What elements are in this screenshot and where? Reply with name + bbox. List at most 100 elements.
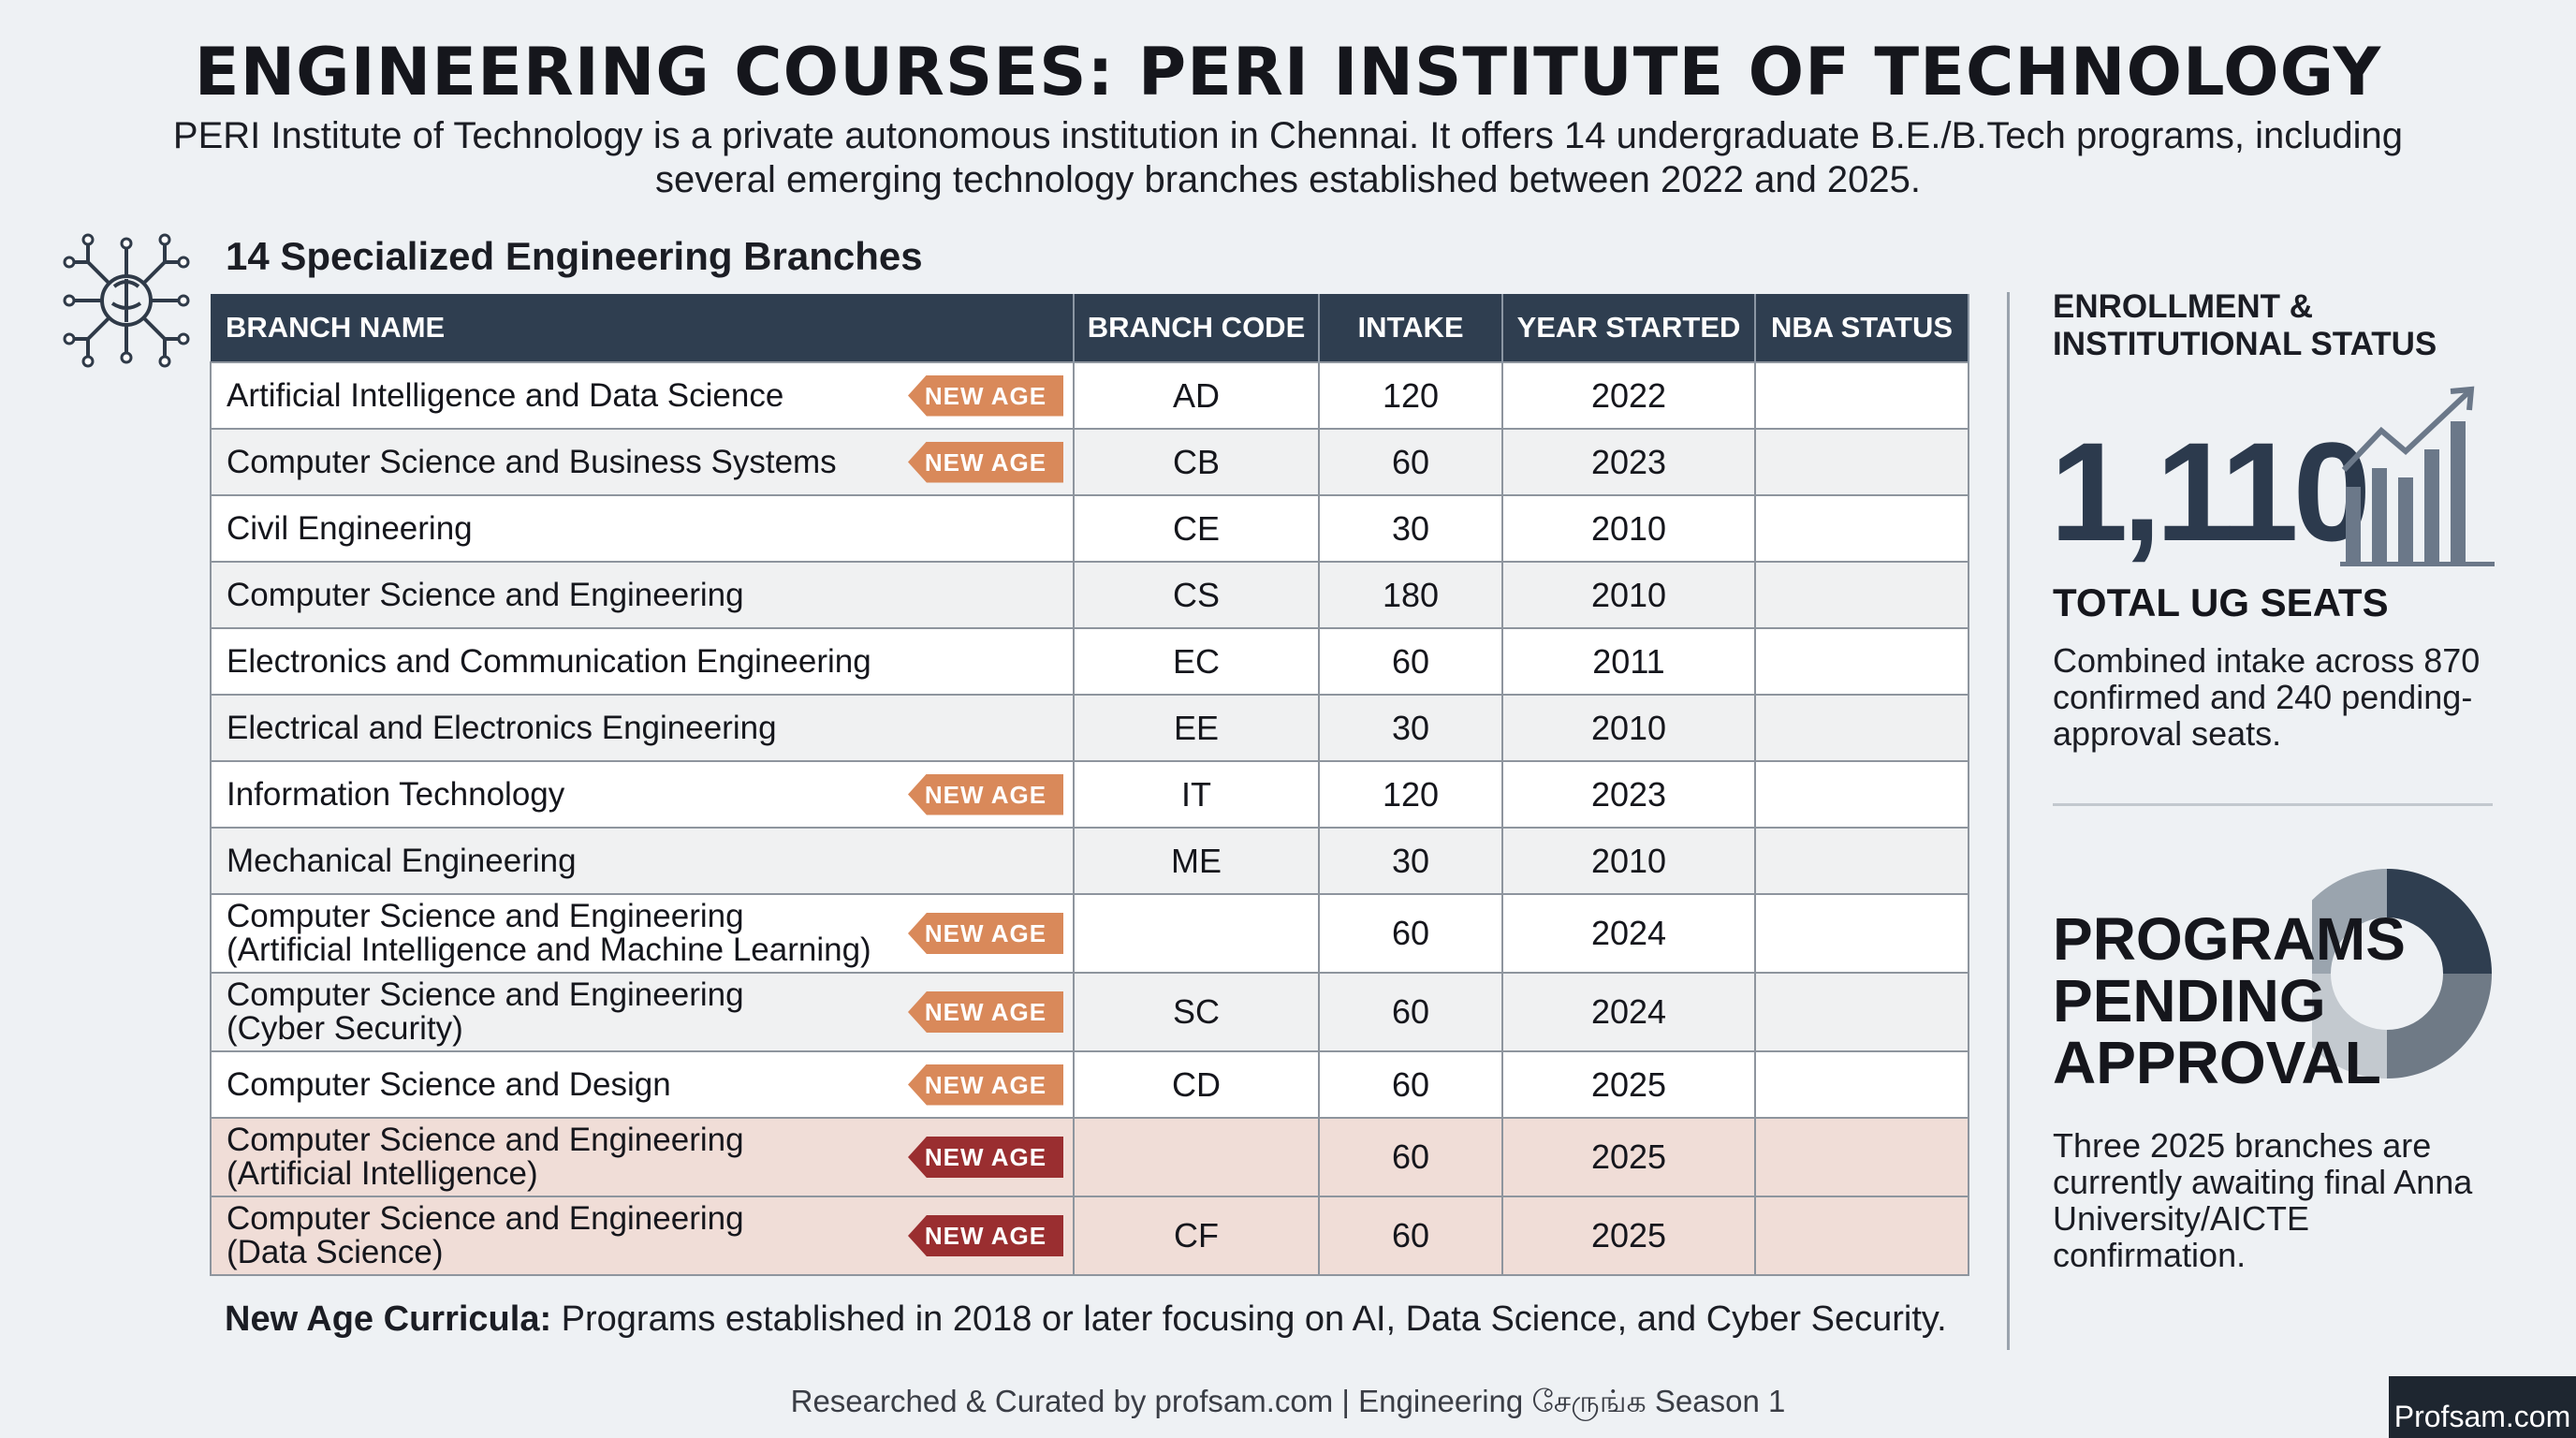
cell-branch-name: Computer Science and Engineering	[210, 561, 1075, 629]
cell-branch-code: EC	[1073, 627, 1320, 696]
cell-year-started: 2025	[1501, 1117, 1756, 1197]
new-age-badge: NEW AGE	[908, 374, 1063, 417]
page-title: ENGINEERING COURSES: PERI INSTITUTE OF T…	[194, 34, 2382, 110]
cell-year-started: 2010	[1501, 494, 1756, 563]
cell-year-started: 2025	[1501, 1050, 1756, 1119]
table-header-row: BRANCH NAME BRANCH CODE INTAKE YEAR STAR…	[211, 294, 1969, 362]
pending-approval-title: PROGRAMS PENDING APPROVAL	[2053, 905, 2406, 1096]
cell-branch-name: Electronics and Communication Engineerin…	[210, 627, 1075, 696]
branches-table: BRANCH NAME BRANCH CODE INTAKE YEAR STAR…	[210, 294, 1969, 1276]
brain-circuit-icon	[63, 233, 190, 368]
table-row: Information Technology NEW AGE IT 120 2023	[210, 760, 1969, 829]
branch-name-text: Electronics and Communication Engineerin…	[227, 642, 871, 680]
table-row: Computer Science and Engineering (Cyber …	[210, 972, 1969, 1052]
cell-intake: 60	[1318, 893, 1503, 974]
cell-nba-status	[1754, 1050, 1969, 1119]
new-age-badge: NEW AGE	[908, 991, 1063, 1033]
cell-branch-code: SC	[1073, 972, 1320, 1052]
table-row: Electrical and Electronics Engineering EE…	[210, 694, 1969, 762]
cell-branch-name: Mechanical Engineering	[210, 827, 1075, 895]
cell-branch-name: Computer Science and Engineering (Artifi…	[210, 1117, 1075, 1197]
cell-intake: 120	[1318, 760, 1503, 829]
cell-branch-code: IT	[1073, 760, 1320, 829]
credit-line: Researched & Curated by profsam.com | En…	[790, 1384, 1786, 1418]
branch-name-text: Information Technology	[227, 775, 565, 813]
cell-branch-code: CS	[1073, 561, 1320, 629]
table-row: Computer Science and Engineering (Data S…	[210, 1196, 1969, 1276]
table-row: Mechanical Engineering ME 30 2010	[210, 827, 1969, 895]
page-subtitle: PERI Institute of Technology is a privat…	[172, 115, 2404, 200]
column-header-intake: INTAKE	[1319, 294, 1503, 362]
cell-branch-code	[1073, 893, 1320, 974]
cell-branch-name: Electrical and Electronics Engineering	[210, 694, 1075, 762]
cell-year-started: 2010	[1501, 561, 1756, 629]
cell-intake: 120	[1318, 361, 1503, 430]
cell-branch-code	[1073, 1117, 1320, 1197]
table-row: Computer Science and Engineering (Artifi…	[210, 893, 1969, 974]
cell-year-started: 2011	[1501, 627, 1756, 696]
cell-nba-status	[1754, 627, 1969, 696]
cell-intake: 60	[1318, 1117, 1503, 1197]
cell-year-started: 2024	[1501, 893, 1756, 974]
total-seats-description: Combined intake across 870 confirmed and…	[2053, 641, 2481, 753]
sidebar-section-divider	[2053, 803, 2493, 806]
branch-name-text: Computer Science and Business Systems	[227, 443, 837, 480]
branch-name-text: Computer Science and Engineering (Artifi…	[227, 898, 871, 968]
cell-branch-name: Civil Engineering	[210, 494, 1075, 563]
table-row: Artificial Intelligence and Data Science…	[210, 361, 1969, 430]
cell-branch-code: CF	[1073, 1196, 1320, 1276]
new-age-badge: NEW AGE	[908, 773, 1063, 815]
cell-nba-status	[1754, 1117, 1969, 1197]
logo-text: Profsam.com	[2393, 1400, 2571, 1433]
cell-year-started: 2025	[1501, 1196, 1756, 1276]
table-row: Electronics and Communication Engineerin…	[210, 627, 1969, 696]
cell-year-started: 2023	[1501, 428, 1756, 496]
cell-intake: 180	[1318, 561, 1503, 629]
cell-year-started: 2010	[1501, 694, 1756, 762]
branch-name-text: Electrical and Electronics Engineering	[227, 709, 777, 746]
branch-name-text: Mechanical Engineering	[227, 842, 577, 879]
cell-branch-code: CD	[1073, 1050, 1320, 1119]
cell-nba-status	[1754, 561, 1969, 629]
cell-intake: 60	[1318, 428, 1503, 496]
donut-chart-icon	[2312, 869, 2492, 1078]
profsam-logo[interactable]: Profsam.com	[2389, 1376, 2576, 1438]
cell-intake: 60	[1318, 1050, 1503, 1119]
cell-branch-code: AD	[1073, 361, 1320, 430]
column-header-branch-name: BRANCH NAME	[211, 294, 1075, 362]
cell-branch-name: Information Technology NEW AGE	[210, 760, 1075, 829]
cell-branch-name: Computer Science and Business Systems NEW…	[210, 428, 1075, 496]
cell-nba-status	[1754, 494, 1969, 563]
branch-name-text: Computer Science and Design	[227, 1065, 671, 1103]
cell-branch-name: Computer Science and Engineering (Cyber …	[210, 972, 1075, 1052]
total-seats-value: 1,110	[2050, 413, 2371, 570]
table-heading: 14 Specialized Engineering Branches	[226, 234, 923, 278]
new-age-badge: NEW AGE	[908, 1215, 1063, 1256]
branch-name-text: Civil Engineering	[227, 509, 473, 547]
footnote-text: Programs established in 2018 or later fo…	[551, 1299, 1947, 1339]
cell-year-started: 2024	[1501, 972, 1756, 1052]
pending-approval-description: Three 2025 branches are currently awaiti…	[2053, 1126, 2473, 1274]
cell-intake: 60	[1318, 972, 1503, 1052]
cell-nba-status	[1754, 428, 1969, 496]
cell-branch-code: CE	[1073, 494, 1320, 563]
new-age-badge: NEW AGE	[908, 1064, 1063, 1106]
footnote: New Age Curricula: Programs established …	[225, 1299, 1947, 1340]
cell-nba-status	[1754, 893, 1969, 974]
branch-name-text: Computer Science and Engineering (Artifi…	[227, 1122, 744, 1192]
cell-nba-status	[1754, 1196, 1969, 1276]
cell-branch-code: CB	[1073, 428, 1320, 496]
branch-name-text: Computer Science and Engineering (Data S…	[227, 1200, 744, 1270]
total-seats-label: TOTAL UG SEATS	[2053, 580, 2389, 624]
cell-year-started: 2022	[1501, 361, 1756, 430]
cell-branch-name: Artificial Intelligence and Data Science…	[210, 361, 1075, 430]
cell-branch-code: EE	[1073, 694, 1320, 762]
growth-chart-icon	[2340, 386, 2495, 566]
footnote-label: New Age Curricula:	[225, 1299, 552, 1339]
cell-year-started: 2010	[1501, 827, 1756, 895]
new-age-badge: NEW AGE	[908, 441, 1063, 483]
table-row: Computer Science and Business Systems NEW…	[210, 428, 1969, 496]
column-header-branch-code: BRANCH CODE	[1074, 294, 1320, 362]
cell-branch-code: ME	[1073, 827, 1320, 895]
cell-year-started: 2023	[1501, 760, 1756, 829]
